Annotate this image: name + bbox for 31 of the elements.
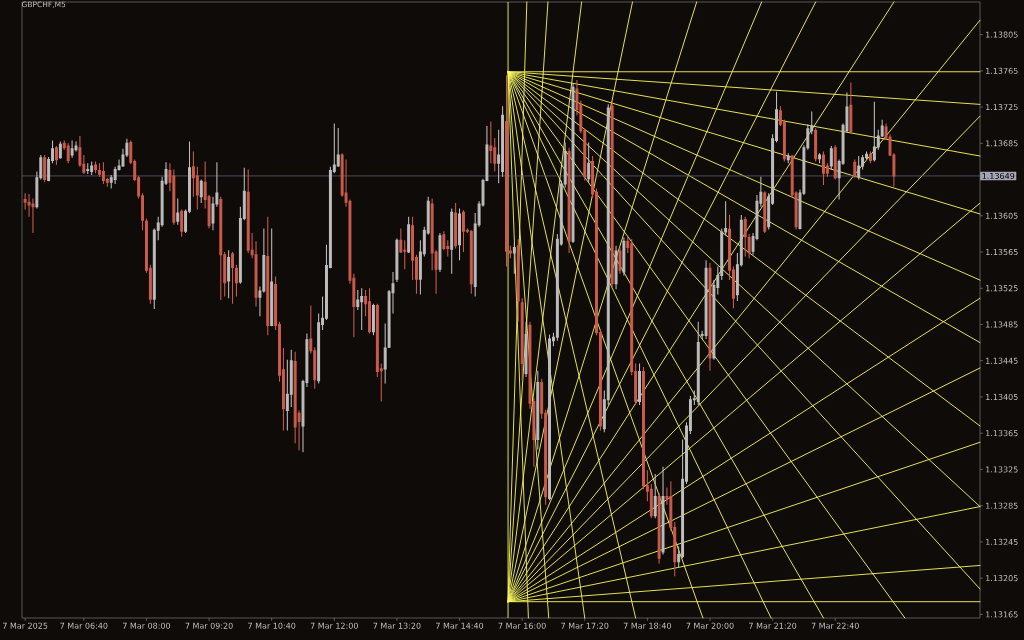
- x-tick-label: 7 Mar 10:40: [248, 622, 296, 629]
- x-tick-label: 7 Mar 13:20: [373, 622, 421, 629]
- y-tick-label: 1.13525: [986, 285, 1018, 292]
- y-tick-label: 1.13365: [986, 430, 1018, 437]
- ref-line-label: 1.13649: [982, 172, 1015, 179]
- x-tick-label: 7 Mar 16:00: [498, 622, 546, 629]
- x-tick-label: 7 Mar 22:40: [811, 622, 859, 629]
- x-tick-label: 7 Mar 08:00: [122, 622, 171, 629]
- y-tick-label: 1.13485: [986, 321, 1018, 328]
- y-tick-label: 1.13765: [986, 67, 1018, 74]
- x-tick-label: 7 Mar 18:40: [623, 622, 671, 629]
- x-tick-label: 7 Mar 09:20: [185, 622, 233, 629]
- y-tick-label: 1.13605: [986, 212, 1018, 219]
- x-tick-label: 7 Mar 20:00: [686, 622, 734, 629]
- y-tick-label: 1.13325: [986, 466, 1018, 473]
- y-tick-label: 1.13285: [986, 502, 1018, 509]
- x-tick-label: 7 Mar 06:40: [60, 622, 108, 629]
- y-tick-label: 1.13805: [986, 31, 1018, 38]
- y-tick-label: 1.13445: [986, 357, 1018, 364]
- x-tick-label: 7 Mar 14:40: [436, 622, 484, 629]
- y-tick-label: 1.13405: [986, 393, 1018, 400]
- y-tick-label: 1.13245: [986, 538, 1018, 545]
- y-tick-label: 1.13565: [986, 248, 1018, 256]
- x-tick-label: 7 Mar 21:20: [749, 622, 797, 629]
- x-tick-label: 7 Mar 2025: [2, 622, 48, 629]
- x-tick-label: 7 Mar 12:00: [310, 622, 358, 629]
- y-tick-label: 1.13725: [986, 104, 1018, 111]
- x-tick-label: 7 Mar 17:20: [561, 622, 609, 629]
- y-tick-label: 1.13685: [986, 140, 1018, 147]
- y-tick-label: 1.13205: [986, 575, 1018, 582]
- y-tick-label: 1.13165: [986, 611, 1018, 618]
